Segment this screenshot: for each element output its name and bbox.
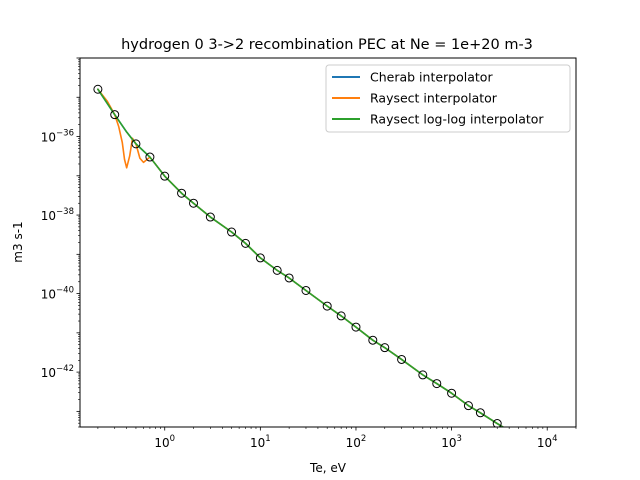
y-tick-label: 10−36 [41,129,74,145]
x-tick-label: 102 [346,434,367,450]
data-point-marker [160,171,170,181]
legend-label-3: Raysect log-log interpolator [370,112,544,127]
x-tick-label: 100 [154,434,175,450]
data-point-marker [255,253,265,263]
y-axis: 10−36 10−38 10−40 10−42 [41,57,80,428]
data-point-marker [351,322,361,332]
legend-label-1: Cherab interpolator [370,70,493,85]
data-point-marker [110,110,120,120]
data-point-marker [177,188,187,198]
y-tick-label: 10−40 [41,286,74,302]
data-point-marker [336,311,346,321]
data-point-marker [463,401,473,411]
x-tick-label: 101 [250,434,271,450]
data-point-marker [227,227,237,237]
y-tick-label: 10−42 [41,364,74,380]
x-axis: 100 101 102 103 104 [97,427,577,450]
data-point-marker [284,273,294,283]
data-point-marker [205,212,215,222]
data-point-marker [397,354,407,364]
data-point-marker [322,301,332,311]
x-tick-label: 103 [441,434,462,450]
data-point-marker [131,139,141,149]
data-point-marker [475,408,485,418]
data-point-marker [447,388,457,398]
data-point-marker [272,265,282,275]
y-axis-label: m3 s-1 [11,221,25,262]
marker-layer [93,84,502,427]
data-point-marker [241,238,251,248]
data-point-marker [93,84,103,94]
legend-frame [325,64,571,133]
data-point-marker [380,343,390,353]
data-point-marker [301,285,311,295]
data-point-marker [368,335,378,345]
data-point-marker [492,419,502,427]
y-tick-label: 10−38 [41,207,74,223]
data-point-marker [189,198,199,208]
x-tick-label: 104 [537,434,558,450]
x-axis-label: Te, eV [309,461,347,475]
legend: Cherab interpolator Raysect interpolator R… [325,64,571,133]
data-point-marker [418,370,428,380]
chart-title: hydrogen 0 3->2 recombination PEC at Ne … [121,37,533,53]
data-point-marker [432,379,442,389]
legend-label-2: Raysect interpolator [370,91,498,106]
data-point-marker [145,152,155,162]
